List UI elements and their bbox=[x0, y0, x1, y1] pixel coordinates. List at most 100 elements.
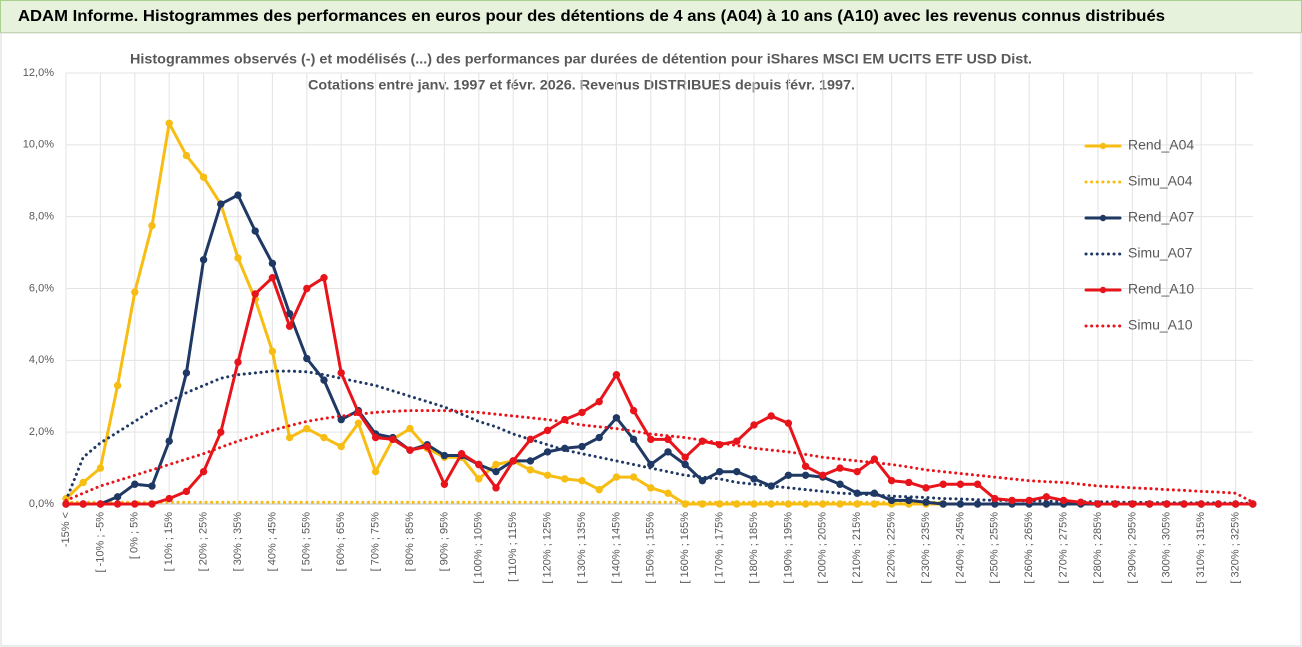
point bbox=[801, 471, 810, 479]
point bbox=[303, 354, 311, 363]
point bbox=[475, 475, 483, 483]
point bbox=[268, 259, 277, 268]
point bbox=[1163, 500, 1171, 508]
x-tick-label: [ 130% ; 135% bbox=[576, 512, 588, 584]
point bbox=[922, 484, 930, 492]
point bbox=[217, 200, 225, 208]
legend-label: Rend_A04 bbox=[1128, 137, 1194, 153]
point bbox=[268, 347, 277, 356]
point bbox=[148, 500, 156, 508]
point bbox=[131, 500, 139, 508]
point bbox=[251, 290, 259, 298]
point bbox=[629, 473, 638, 481]
point bbox=[733, 467, 741, 476]
point bbox=[1249, 500, 1257, 508]
x-tick-label: [ 260% ; 265% bbox=[1023, 512, 1035, 584]
point bbox=[1145, 500, 1154, 508]
x-tick-label: [ 70% ; 75% bbox=[370, 512, 382, 572]
point bbox=[1111, 500, 1119, 508]
x-tick-label: [ 50% ; 55% bbox=[301, 512, 313, 572]
point bbox=[285, 322, 294, 330]
point bbox=[784, 419, 793, 427]
point bbox=[922, 498, 930, 506]
point bbox=[234, 358, 242, 366]
x-tick-label: [ 200% ; 205% bbox=[817, 512, 829, 584]
point bbox=[1094, 500, 1102, 508]
point bbox=[165, 119, 173, 127]
point bbox=[320, 274, 328, 282]
point bbox=[991, 494, 999, 503]
point bbox=[182, 151, 191, 160]
point bbox=[561, 475, 569, 483]
y-tick-label: 2,0% bbox=[29, 426, 54, 438]
point bbox=[406, 424, 414, 433]
point bbox=[354, 419, 363, 427]
series-line bbox=[64, 121, 945, 506]
point bbox=[1231, 500, 1240, 508]
point bbox=[337, 415, 345, 424]
point bbox=[595, 433, 603, 442]
x-tick-label: [ 80% ; 85% bbox=[404, 512, 416, 572]
point bbox=[371, 433, 380, 442]
point bbox=[96, 464, 105, 472]
point bbox=[612, 414, 621, 422]
x-tick-label: [ 160% ; 165% bbox=[679, 512, 691, 584]
x-tick-label: [ 90% ; 95% bbox=[438, 512, 450, 572]
x-tick-label: [ 40% ; 45% bbox=[266, 512, 278, 572]
point bbox=[578, 476, 586, 485]
x-tick-label: [ 280% ; 285% bbox=[1092, 512, 1104, 584]
point bbox=[199, 256, 208, 264]
point bbox=[887, 496, 896, 505]
x-tick-label: [ 60% ; 65% bbox=[335, 512, 347, 572]
point bbox=[251, 227, 259, 235]
point bbox=[595, 397, 603, 406]
point bbox=[1059, 496, 1068, 505]
point bbox=[647, 435, 655, 444]
x-tick-label: [ 320% ; 325% bbox=[1230, 512, 1242, 584]
point bbox=[285, 433, 294, 442]
point bbox=[784, 471, 793, 479]
point bbox=[801, 462, 810, 470]
point bbox=[320, 433, 328, 442]
point bbox=[836, 464, 844, 472]
point bbox=[165, 494, 173, 503]
point bbox=[578, 442, 586, 451]
point bbox=[870, 455, 879, 463]
point bbox=[165, 437, 173, 445]
y-tick-label: 8,0% bbox=[29, 211, 54, 223]
x-tick-label: [ 20% ; 25% bbox=[198, 512, 210, 572]
x-tick-label: [ 0% ; 5% bbox=[129, 512, 141, 559]
point bbox=[973, 480, 982, 488]
x-tick-label: [ 310% ; 315% bbox=[1195, 512, 1207, 584]
point bbox=[612, 473, 621, 481]
y-tick-label: 4,0% bbox=[29, 354, 54, 366]
y-tick-label: 6,0% bbox=[29, 282, 54, 294]
x-tick-label: [ 190% ; 195% bbox=[782, 512, 794, 584]
chart-title: Histogrammes observés (-) et modélisés (… bbox=[130, 51, 1032, 67]
point bbox=[79, 478, 87, 487]
x-tick-label: [ 10% ; 15% bbox=[163, 512, 175, 572]
point bbox=[457, 450, 466, 458]
point bbox=[750, 475, 758, 483]
point bbox=[475, 460, 483, 469]
point bbox=[543, 471, 552, 479]
x-tick-label: [ 250% ; 255% bbox=[989, 512, 1001, 584]
legend-marker bbox=[1099, 214, 1107, 222]
point bbox=[939, 480, 947, 488]
y-tick-label: 0,0% bbox=[29, 498, 54, 510]
x-tick-label: [ 240% ; 245% bbox=[954, 512, 966, 584]
point bbox=[509, 457, 517, 465]
x-tick-label: [ -10% ; -5% bbox=[94, 512, 106, 573]
point bbox=[629, 406, 638, 415]
y-tick-label: 10,0% bbox=[23, 139, 54, 151]
point bbox=[217, 428, 225, 436]
point bbox=[268, 274, 277, 282]
point bbox=[767, 412, 775, 420]
point bbox=[423, 442, 431, 451]
point bbox=[96, 500, 105, 508]
point bbox=[113, 500, 122, 508]
point bbox=[148, 221, 156, 230]
point bbox=[612, 371, 621, 379]
x-tick-label: [ 100% ; 105% bbox=[473, 512, 485, 584]
